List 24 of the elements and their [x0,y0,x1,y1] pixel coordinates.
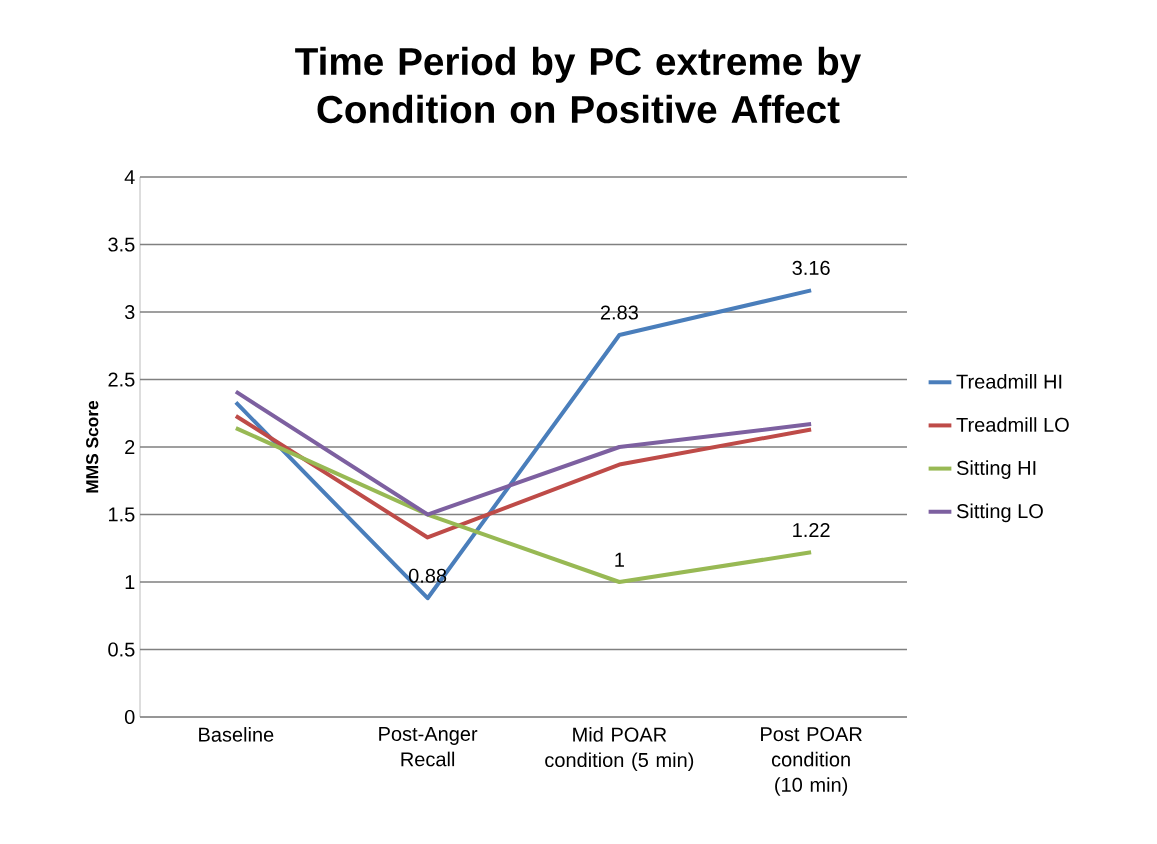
data-label: 1.22 [793,522,830,537]
legend-label: Sitting LO [956,503,1043,523]
y-tick-label: 4 [124,170,135,184]
legend-label: Sitting HI [956,460,1036,479]
y-tick-label: 1.5 [109,507,135,522]
y-tick-label: 2.5 [108,372,135,387]
y-tick-label: 0.5 [108,642,135,657]
y-tick-label: 3 [124,304,135,320]
x-tick-label: Baseline [199,727,274,742]
legend-label: Treadmill LO [956,417,1069,432]
legend-label: Treadmill HI [956,374,1062,389]
y-axis-title: MMS Score [86,400,99,493]
data-label: 1 [615,552,624,567]
x-tick-label: Post-Anger Recall [379,727,478,767]
data-label: 2.83 [600,305,638,320]
data-label: 3.16 [792,260,830,276]
x-tick-label: Mid POAR condition (5 min) [545,727,694,772]
y-tick-label: 3.5 [108,237,135,252]
y-tick-label: 1 [125,575,135,589]
x-tick-label: Post POAR condition (10 min) [761,727,862,796]
y-tick-label: 0 [124,709,135,725]
chart-title: Time Period by PC extreme by Condition on Positive Affect [295,46,862,124]
line-series [233,389,814,517]
y-tick-label: 2 [125,440,135,454]
